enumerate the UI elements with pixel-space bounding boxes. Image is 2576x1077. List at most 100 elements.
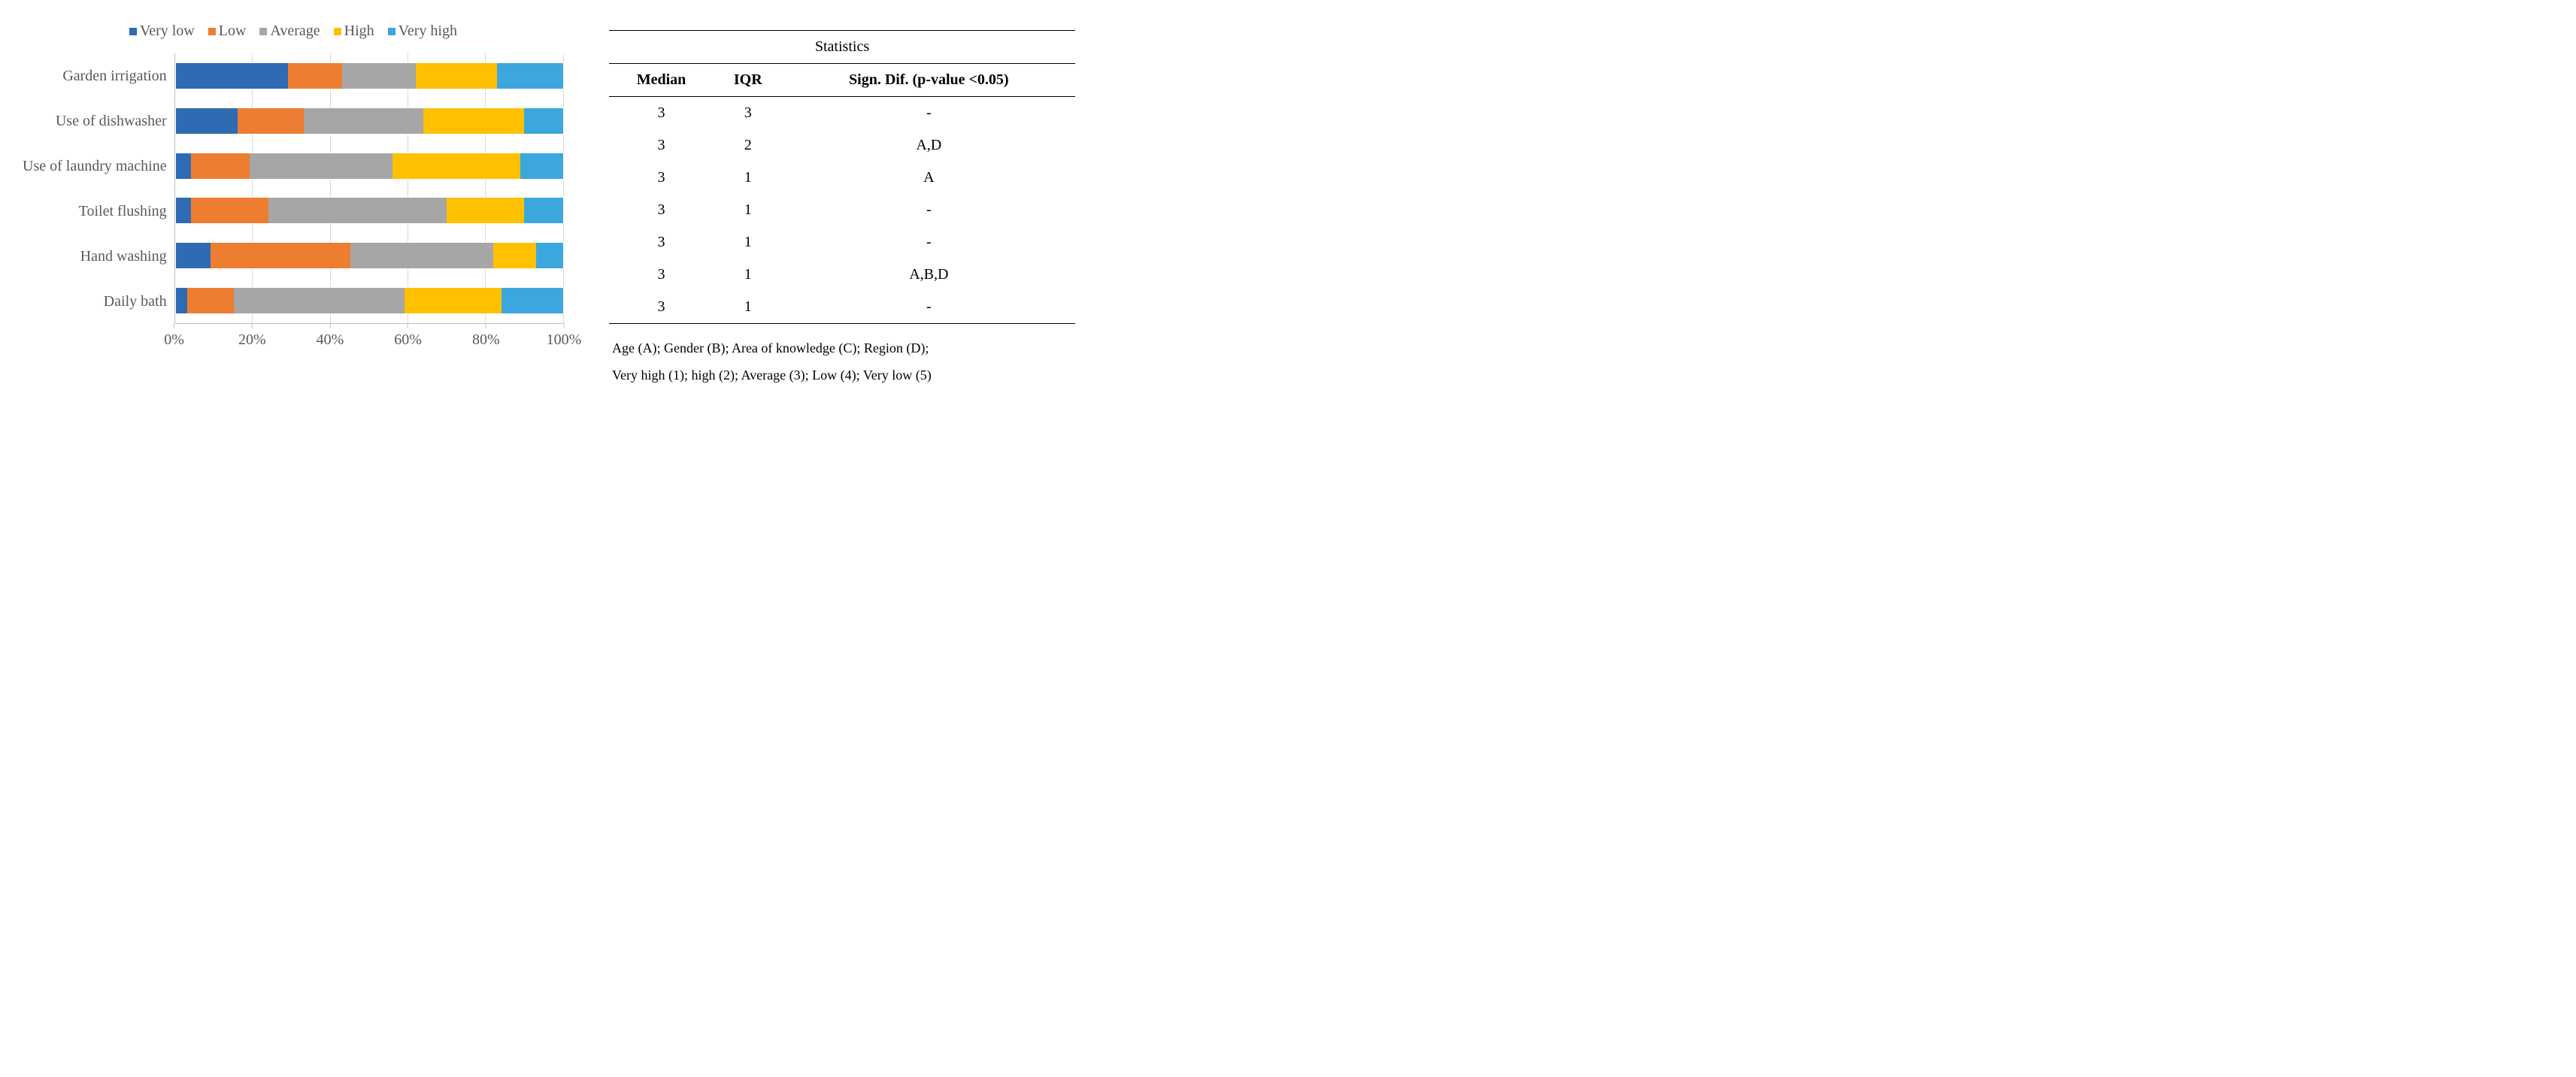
legend-swatch (208, 28, 216, 35)
x-tick: 20% (238, 324, 266, 349)
x-tick-label: 0% (164, 331, 184, 348)
table-row: 31A (609, 162, 1075, 194)
table-cell: - (783, 291, 1075, 324)
y-axis-label: Daily bath (104, 294, 167, 309)
table-row: 33- (609, 97, 1075, 130)
legend-swatch (129, 28, 137, 35)
bar-row (175, 62, 564, 89)
bar-segment (304, 108, 424, 134)
bar-segment (176, 63, 288, 89)
legend-label: Very high (399, 23, 457, 40)
table-cell: 3 (714, 97, 783, 130)
bar-segment (493, 243, 536, 268)
y-axis-label: Garden irrigation (62, 68, 166, 83)
bar-segment (416, 63, 497, 89)
x-tick: 40% (317, 324, 344, 349)
legend-swatch (259, 28, 267, 35)
legend-label: Average (270, 23, 320, 40)
table-column-header: Sign. Dif. (p-value <0.05) (783, 64, 1075, 97)
bar-segment (350, 243, 494, 268)
bar-segment (176, 108, 238, 134)
bar-segment (536, 243, 563, 268)
bar-segment (520, 153, 563, 179)
bar-segment (250, 153, 393, 179)
figure-container: Very low Low Average High Very high Garden i… (23, 23, 2553, 389)
chart-x-axis: 0%20%40%60%80%100% (174, 324, 564, 362)
y-axis-label: Use of dishwasher (56, 113, 167, 129)
table-super-header: Statistics (609, 31, 1075, 64)
table-cell: - (783, 194, 1075, 226)
bar-segment (238, 108, 304, 134)
table-cell: - (783, 97, 1075, 130)
legend-swatch (334, 28, 341, 35)
bar-row (175, 287, 564, 314)
legend-swatch (388, 28, 395, 35)
statistics-table: Statistics MedianIQRSign. Dif. (p-value … (609, 30, 1075, 324)
x-tick: 60% (394, 324, 422, 349)
y-axis-label: Use of laundry machine (23, 159, 167, 174)
chart-plot-area (174, 53, 564, 324)
x-tick-label: 80% (472, 331, 500, 348)
table-cell: 1 (714, 291, 783, 324)
bar-segment (392, 153, 520, 179)
table-cell: 3 (609, 259, 714, 291)
bar-segment (447, 198, 524, 223)
x-tick: 80% (472, 324, 500, 349)
table-row: 31A,B,D (609, 259, 1075, 291)
x-tick: 0% (164, 324, 184, 349)
table-cell: A (783, 162, 1075, 194)
table-column-header: IQR (714, 64, 783, 97)
legend-item: Average (259, 23, 320, 40)
bar-segment (234, 288, 405, 313)
bar-segment (176, 153, 192, 179)
table-cell: 3 (609, 291, 714, 324)
table-row: 31- (609, 226, 1075, 259)
y-axis-label: Toilet flushing (79, 204, 167, 219)
bar-segment (176, 198, 192, 223)
x-tick-label: 40% (317, 331, 344, 348)
bar-segment (423, 108, 524, 134)
table-cell: 1 (714, 259, 783, 291)
x-tick-label: 60% (394, 331, 422, 348)
table-row: 32A,D (609, 129, 1075, 162)
legend-item: Very high (388, 23, 457, 40)
tick-mark (563, 324, 564, 328)
bar-row (175, 107, 564, 135)
table-row: 31- (609, 291, 1075, 324)
bar-segment (187, 288, 234, 313)
bar-row (175, 197, 564, 224)
chart-legend: Very low Low Average High Very high (23, 23, 564, 40)
table-row: 31- (609, 194, 1075, 226)
tick-mark (329, 324, 330, 328)
x-tick-label: 100% (547, 331, 582, 348)
bar-segment (405, 288, 502, 313)
table-body: 33-32A,D31A31-31-31A,B,D31- (609, 97, 1075, 324)
chart-panel: Very low Low Average High Very high Garden i… (23, 23, 564, 362)
table-cell: 2 (714, 129, 783, 162)
bar-segment (502, 288, 563, 313)
table-cell: - (783, 226, 1075, 259)
table-cell: 3 (609, 97, 714, 130)
chart-body: Garden irrigation Use of dishwasher Use of… (23, 53, 564, 362)
table-panel: Statistics MedianIQRSign. Dif. (p-value … (609, 23, 1075, 389)
table-cell: 3 (609, 226, 714, 259)
table-cell: A,B,D (783, 259, 1075, 291)
x-tick: 100% (547, 324, 582, 349)
tick-mark (252, 324, 253, 328)
bar-segment (176, 288, 187, 313)
bar-segment (524, 198, 563, 223)
table-footnote: Age (A); Gender (B); Area of knowledge (… (609, 334, 1075, 389)
bar-row (175, 242, 564, 269)
bar-segment (342, 63, 416, 89)
bar-segment (176, 243, 211, 268)
bar-segment (191, 153, 249, 179)
table-cell: 3 (609, 194, 714, 226)
table-cell: 1 (714, 226, 783, 259)
legend-item: Very low (129, 23, 195, 40)
bar-segment (288, 63, 342, 89)
bar-segment (211, 243, 350, 268)
legend-item: High (334, 23, 374, 40)
legend-item: Low (208, 23, 247, 40)
table-cell: A,D (783, 129, 1075, 162)
table-cell: 3 (609, 162, 714, 194)
